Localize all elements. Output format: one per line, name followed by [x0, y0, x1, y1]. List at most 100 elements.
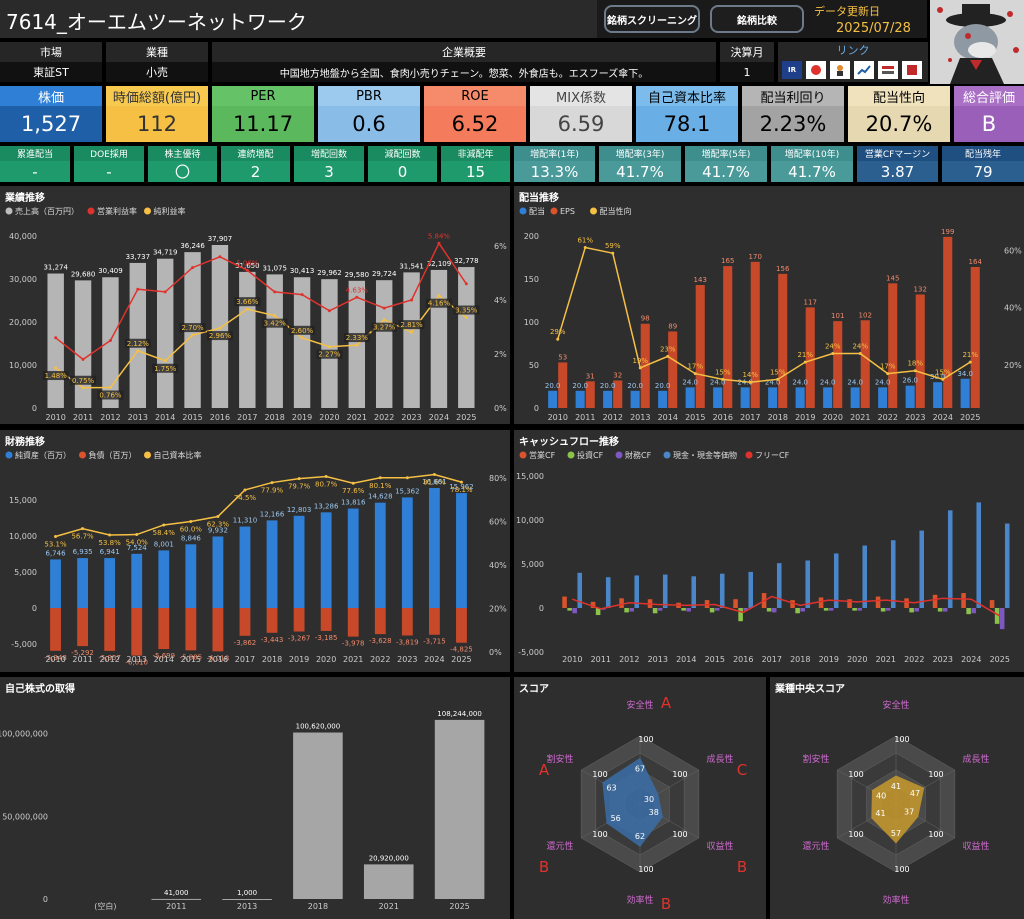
investing-cf-bar	[823, 608, 829, 611]
operating-cf-bar	[989, 600, 995, 608]
metric-value: -	[32, 162, 38, 181]
legend-marker	[615, 451, 623, 459]
kpi-label: 配当利回り	[742, 86, 844, 106]
x-tick-label: 2012	[99, 655, 119, 664]
equity-ratio-point	[378, 476, 382, 480]
radar-axis-label: 効率性	[626, 894, 653, 906]
net-margin-label-bg	[206, 331, 233, 341]
chart-icon[interactable]	[854, 61, 874, 79]
x-tick-label: 2015	[685, 413, 705, 422]
kabutan-icon[interactable]	[806, 61, 826, 79]
net-margin-label: 1.75%	[154, 365, 177, 373]
metric-label: 増配率(5年)	[685, 146, 767, 161]
investing-cf-bar	[567, 608, 572, 611]
x-tick-label: 2012	[619, 655, 639, 664]
liability-label: -5,948	[44, 654, 67, 662]
x-tick-label: 2017	[235, 655, 255, 664]
x-tick-label: 2024	[933, 413, 953, 422]
sales-label: 33,737	[126, 253, 151, 261]
dividend-label: 20.0	[627, 382, 643, 390]
cash-bar	[577, 572, 583, 608]
financial-panel: 財務推移 純資産（百万） 負債（百万） 自己資本比率 -5,000 0 5,000 10,0…	[0, 430, 510, 672]
liability-bar	[158, 608, 170, 650]
metric-value: 0	[397, 162, 408, 181]
financing-cf-bar	[857, 608, 862, 611]
monex-icon[interactable]	[878, 61, 898, 79]
payout-point	[556, 337, 560, 341]
kpi-label: 総合評価	[954, 86, 1024, 106]
dividend-bar	[850, 387, 860, 408]
performance-title: 業績推移	[5, 193, 45, 204]
operating-cf-bar	[733, 599, 738, 608]
compare-button[interactable]: 銘柄比較	[710, 5, 804, 33]
legend-marker	[5, 207, 13, 215]
equity-ratio-point	[108, 533, 112, 537]
x-tick-label: 2013	[630, 413, 650, 422]
x-tick-label: 2014	[676, 655, 696, 664]
cash-bar	[748, 571, 754, 608]
equity-ratio-point	[459, 480, 463, 484]
screening-button[interactable]: 銘柄スクリーニング	[604, 5, 700, 33]
x-tick-label: 2012	[100, 413, 120, 422]
performance-chart: 売上高（百万円） 営業利益率 純利益率 0 10,000 20,000 30,000 40,0…	[5, 206, 507, 422]
liability-bar	[320, 608, 332, 631]
x-tick-label: 2010	[548, 413, 568, 422]
radar-value-area	[602, 757, 663, 847]
net-margin-point	[382, 318, 386, 322]
eps-label: 132	[914, 285, 927, 293]
financing-cf-bar	[885, 608, 891, 611]
radar-axis-label: 成長性	[706, 753, 733, 765]
metric-label: 連続増配	[221, 146, 290, 161]
x-tick-label: 2025	[960, 413, 980, 422]
x-tick-label: 2020	[316, 655, 336, 664]
equity-bar	[131, 553, 143, 608]
kpi-card: 自己資本比率 78.1	[636, 86, 738, 142]
dividend-label: 26.0	[902, 377, 918, 385]
liability-label: -5,957	[98, 654, 121, 662]
liability-bar	[293, 608, 305, 632]
y2-tick-label: 20%	[489, 605, 507, 614]
legend-marker	[519, 451, 527, 459]
dividend-bar	[603, 390, 613, 408]
metric-value: 2	[250, 162, 261, 181]
y2-tick-label: 20%	[1004, 361, 1022, 370]
payout-label: 24%	[825, 343, 841, 351]
eps-label: 156	[776, 265, 790, 273]
ir-bank-icon[interactable]: IR	[782, 61, 802, 79]
liability-label: -4,825	[450, 646, 473, 654]
liability-label: -3,819	[396, 638, 419, 646]
y-tick-label: 50	[529, 361, 539, 370]
sales-label: 29,580	[345, 271, 370, 279]
eps-label: 101	[831, 312, 844, 320]
kpi-value: 78.1	[663, 112, 711, 136]
x-tick-label: 2019	[795, 413, 815, 422]
x-tick-label: 2021	[876, 655, 896, 664]
dividend-panel: 配当推移 配当 EPS 配当性向 0 50 100 150 200 20% 40% 60% 20.0 5…	[514, 186, 1024, 424]
dividend-label: 24.0	[820, 378, 836, 386]
metric-card: 累進配当 -	[0, 146, 70, 182]
radar-max-label: 100	[592, 830, 607, 839]
radar-grade-label: A	[661, 694, 672, 712]
payout-point	[886, 372, 890, 376]
cash-bar	[691, 576, 697, 608]
kabuyutai-icon[interactable]	[902, 61, 922, 79]
dividend-label: 24.0	[847, 378, 863, 386]
dividend-label: 24.0	[682, 378, 698, 386]
operating-cf-bar	[790, 600, 795, 608]
x-tick-label: 2021	[347, 413, 367, 422]
legend-label: フリーCF	[755, 451, 790, 460]
net-margin-label-bg	[42, 371, 69, 381]
sales-bar	[430, 269, 448, 408]
legend-label: 配当	[529, 206, 545, 216]
minkabu-icon[interactable]	[830, 61, 850, 79]
y-tick-label: -5,000	[518, 648, 544, 657]
legend-marker	[87, 207, 95, 215]
liability-label: -3,978	[342, 640, 365, 648]
radar-max-label: 100	[894, 865, 909, 874]
sales-bar	[375, 280, 393, 408]
payout-label: 61%	[577, 236, 593, 244]
metric-value: -	[106, 162, 112, 181]
metric-value: 13.3%	[530, 162, 579, 181]
metric-label: 営業CFマージン	[857, 146, 938, 161]
y-tick-label: 50,000,000	[2, 812, 48, 821]
